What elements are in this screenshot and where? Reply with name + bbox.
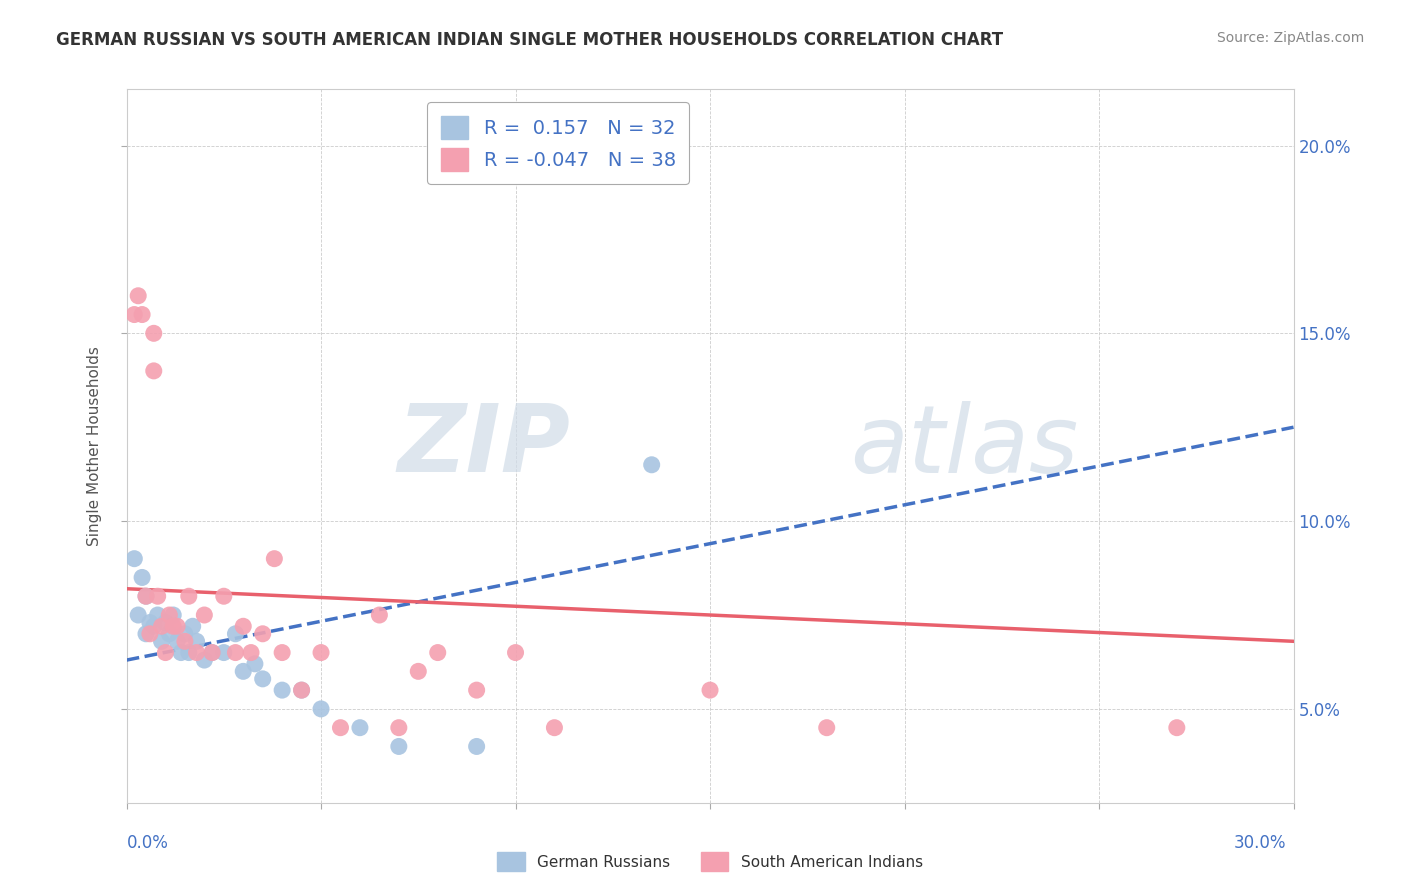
Point xyxy=(135,589,157,603)
Point xyxy=(150,634,173,648)
Point xyxy=(124,551,146,566)
Point xyxy=(131,308,153,322)
Point xyxy=(243,657,266,671)
Point xyxy=(193,653,215,667)
Point xyxy=(174,634,197,648)
Point xyxy=(699,683,721,698)
Point xyxy=(142,326,165,341)
Point xyxy=(162,607,184,622)
Point xyxy=(177,646,200,660)
Text: 30.0%: 30.0% xyxy=(1234,834,1286,852)
Y-axis label: Single Mother Households: Single Mother Households xyxy=(87,346,103,546)
Point xyxy=(388,739,411,754)
Point xyxy=(155,615,177,630)
Point xyxy=(177,589,200,603)
Point xyxy=(349,721,371,735)
Point xyxy=(186,634,208,648)
Point xyxy=(193,607,215,622)
Point xyxy=(426,646,449,660)
Point xyxy=(127,607,149,622)
Point xyxy=(815,721,838,735)
Point xyxy=(139,627,162,641)
Point xyxy=(124,308,146,322)
Point xyxy=(135,627,157,641)
Point xyxy=(240,646,263,660)
Point xyxy=(166,619,188,633)
Point xyxy=(170,646,193,660)
Point xyxy=(465,739,488,754)
Point xyxy=(201,646,224,660)
Point xyxy=(543,721,565,735)
Point xyxy=(212,589,235,603)
Point xyxy=(142,619,165,633)
Point xyxy=(146,589,169,603)
Text: Source: ZipAtlas.com: Source: ZipAtlas.com xyxy=(1216,31,1364,45)
Point xyxy=(157,607,180,622)
Point xyxy=(232,619,254,633)
Point xyxy=(212,646,235,660)
Point xyxy=(290,683,312,698)
Point xyxy=(263,551,285,566)
Point xyxy=(271,683,294,698)
Point xyxy=(465,683,488,698)
Point xyxy=(388,721,411,735)
Point xyxy=(142,364,165,378)
Point xyxy=(224,646,246,660)
Point xyxy=(329,721,352,735)
Point xyxy=(505,646,527,660)
Point xyxy=(174,627,197,641)
Point xyxy=(224,627,246,641)
Point xyxy=(641,458,664,472)
Text: GERMAN RUSSIAN VS SOUTH AMERICAN INDIAN SINGLE MOTHER HOUSEHOLDS CORRELATION CHA: GERMAN RUSSIAN VS SOUTH AMERICAN INDIAN … xyxy=(56,31,1004,49)
Point xyxy=(155,646,177,660)
Text: ZIP: ZIP xyxy=(396,400,569,492)
Point xyxy=(139,615,162,630)
Point xyxy=(131,570,153,584)
Point xyxy=(252,672,274,686)
Point xyxy=(146,607,169,622)
Point xyxy=(408,665,430,679)
Point xyxy=(1166,721,1188,735)
Text: atlas: atlas xyxy=(851,401,1078,491)
Point xyxy=(201,646,224,660)
Point xyxy=(127,289,149,303)
Point xyxy=(162,619,184,633)
Point xyxy=(157,627,180,641)
Text: 0.0%: 0.0% xyxy=(127,834,169,852)
Point xyxy=(150,619,173,633)
Point xyxy=(309,702,332,716)
Point xyxy=(252,627,274,641)
Point xyxy=(368,607,391,622)
Point xyxy=(166,634,188,648)
Point xyxy=(186,646,208,660)
Point xyxy=(135,589,157,603)
Point xyxy=(232,665,254,679)
Point xyxy=(181,619,204,633)
Point xyxy=(290,683,312,698)
Legend: German Russians, South American Indians: German Russians, South American Indians xyxy=(491,847,929,877)
Point xyxy=(309,646,332,660)
Point xyxy=(271,646,294,660)
